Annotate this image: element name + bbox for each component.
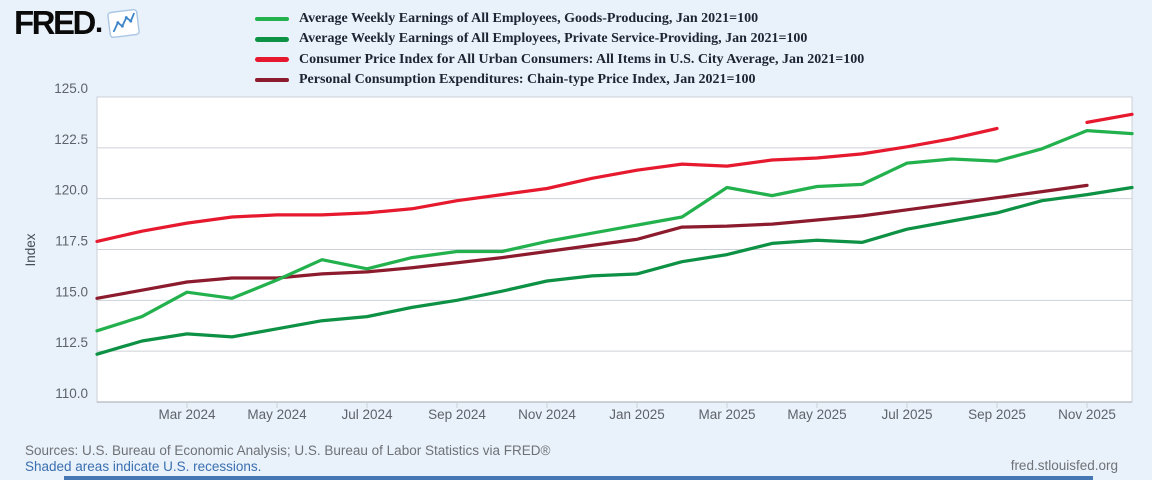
y-axis-title: Index (23, 233, 38, 267)
footer: Sources: U.S. Bureau of Economic Analysi… (25, 443, 550, 474)
x-tick-label: May 2024 (247, 407, 307, 422)
series-line-cpi (1085, 112, 1134, 125)
x-tick-label: Mar 2025 (698, 407, 755, 422)
fred-logo-text: FRED (14, 4, 96, 41)
x-tick-label: May 2025 (787, 407, 846, 422)
fred-logo[interactable]: FRED. (14, 4, 140, 41)
legend-label: Consumer Price Index for All Urban Consu… (299, 51, 865, 67)
legend-swatch-cpi (255, 57, 289, 62)
x-tick-label: Jan 2025 (609, 407, 665, 422)
sources-text: Sources: U.S. Bureau of Economic Analysi… (25, 443, 551, 458)
y-tick-label: 110.0 (55, 386, 88, 401)
legend-swatch-goods (255, 16, 289, 22)
legend-item-pce: Personal Consumption Expenditures: Chain… (255, 70, 864, 90)
legend-item-cpi: Consumer Price Index for All Urban Consu… (255, 50, 864, 70)
x-tick-label: Jul 2024 (341, 407, 393, 422)
legend-swatch-services (255, 37, 289, 42)
y-tick-label: 122.5 (54, 132, 88, 147)
y-tick-label: 117.5 (55, 234, 88, 249)
legend-item-goods: Average Weekly Earnings of All Employees… (255, 9, 864, 29)
series-line-pce (95, 183, 1089, 300)
legend-label: Personal Consumption Expenditures: Chain… (299, 72, 756, 88)
x-tick-label: Sep 2025 (968, 407, 1026, 422)
x-tick-label: Mar 2024 (158, 407, 216, 422)
fred-site-link[interactable]: fred.stlouisfed.org (1010, 458, 1118, 473)
series-line-services (95, 185, 1134, 356)
x-tick-label: Sep 2024 (428, 407, 486, 422)
x-tick-label: Nov 2025 (1058, 407, 1116, 422)
legend-label: Average Weekly Earnings of All Employees… (299, 11, 759, 27)
sparkline-icon (107, 8, 140, 39)
y-tick-label: 120.0 (54, 183, 88, 198)
legend-label: Average Weekly Earnings of All Employees… (299, 31, 808, 47)
series-line-cpi (95, 126, 999, 244)
bottom-blue-bar (64, 476, 1093, 480)
legend-item-services: Average Weekly Earnings of All Employees… (255, 29, 864, 49)
y-tick-label: 125.0 (54, 81, 88, 96)
fred-logo-period: . (94, 6, 104, 39)
legend: Average Weekly Earnings of All Employees… (255, 9, 864, 90)
y-tick-label: 115.0 (55, 284, 88, 299)
y-tick-label: 112.5 (55, 335, 88, 350)
series-line-goods (95, 128, 1134, 333)
x-tick-label: Jul 2025 (881, 407, 932, 422)
legend-swatch-pce (255, 77, 289, 83)
recessions-link[interactable]: Shaded areas indicate U.S. recessions. (25, 458, 262, 474)
x-tick-label: Nov 2024 (518, 407, 576, 422)
